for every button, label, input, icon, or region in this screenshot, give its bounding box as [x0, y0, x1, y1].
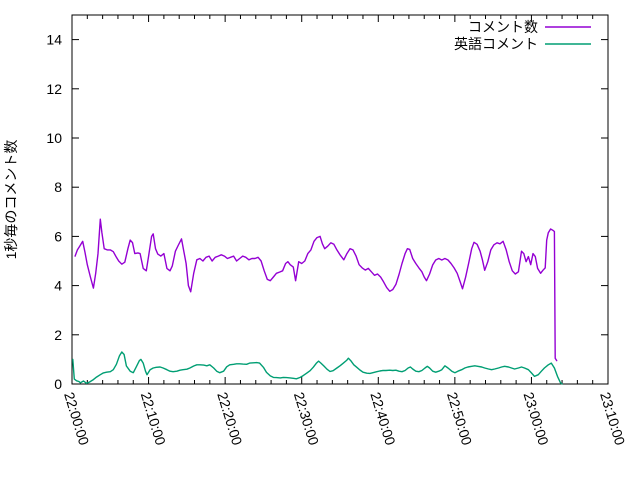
y-tick-label: 14	[46, 32, 62, 48]
y-axis-title: 1秒毎のコメント数	[3, 140, 19, 260]
legend-label: コメント数	[468, 19, 538, 35]
legend-label: 英語コメント	[454, 36, 538, 52]
y-tick-label: 6	[54, 228, 62, 244]
plot-border	[71, 14, 609, 385]
y-tick-label: 8	[54, 179, 62, 195]
y-tick-label: 0	[54, 376, 62, 392]
y-tick-label: 10	[46, 130, 62, 146]
y-tick-label: 4	[54, 278, 62, 294]
series-line-english-comments	[72, 351, 563, 385]
y-tick-label: 12	[46, 81, 62, 97]
y-tick-label: 2	[54, 327, 62, 343]
series-line-comment-count	[74, 218, 558, 362]
